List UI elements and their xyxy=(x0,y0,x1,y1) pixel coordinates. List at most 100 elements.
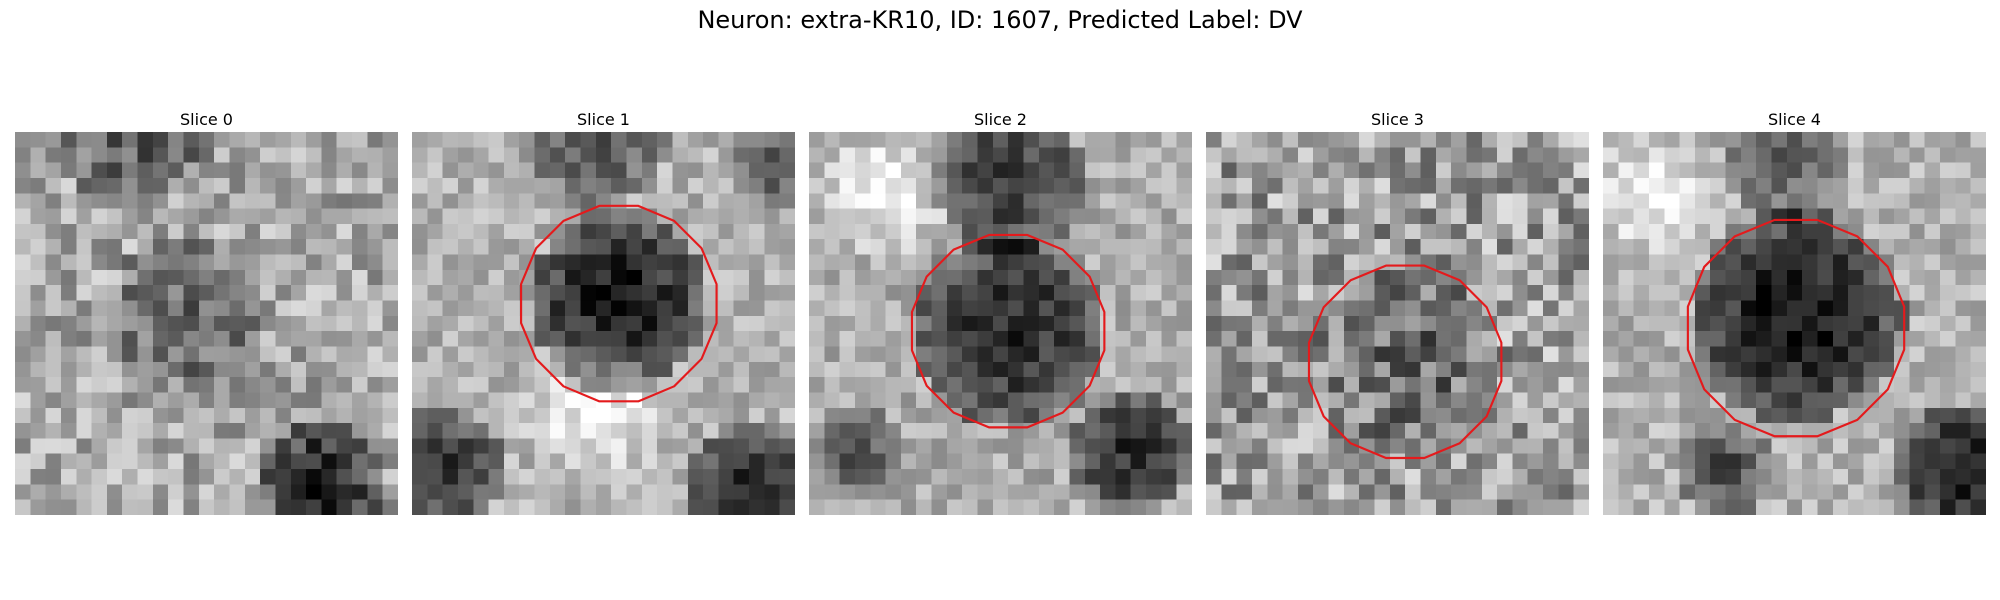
pixel xyxy=(1251,407,1268,424)
pixel xyxy=(1573,499,1589,515)
pixel xyxy=(1817,132,1834,148)
pixel xyxy=(657,331,673,347)
pixel xyxy=(275,407,292,424)
pixel xyxy=(1161,193,1177,209)
pixel xyxy=(1146,392,1162,409)
pixel xyxy=(1282,499,1299,515)
pixel xyxy=(352,361,368,378)
pixel xyxy=(352,407,368,424)
pixel xyxy=(580,132,597,148)
pixel xyxy=(260,361,276,378)
pixel xyxy=(900,177,917,194)
pixel xyxy=(229,162,246,179)
pixel xyxy=(1282,331,1299,347)
pixel xyxy=(306,346,322,363)
pixel xyxy=(1115,407,1132,424)
pixel xyxy=(137,132,154,148)
pixel xyxy=(275,377,292,393)
pixel xyxy=(1420,361,1437,378)
pixel xyxy=(15,331,31,347)
pixel xyxy=(946,453,963,470)
pixel xyxy=(703,193,719,209)
pixel xyxy=(229,346,246,363)
pixel xyxy=(1894,254,1910,271)
pixel xyxy=(1451,453,1467,470)
pixel xyxy=(641,438,658,455)
pixel xyxy=(1100,254,1116,271)
pixel xyxy=(1940,162,1956,179)
pixel xyxy=(657,315,673,332)
pixel xyxy=(1069,315,1086,332)
pixel xyxy=(687,193,704,209)
pixel xyxy=(1771,269,1788,286)
pixel xyxy=(764,193,780,209)
pixel xyxy=(1343,147,1360,163)
pixel xyxy=(1130,162,1147,179)
pixel xyxy=(1817,346,1834,363)
pixel xyxy=(457,484,474,500)
pixel xyxy=(809,132,825,148)
pixel xyxy=(1817,484,1834,500)
pixel xyxy=(1130,269,1147,286)
pixel xyxy=(1664,269,1680,286)
pixel xyxy=(457,346,474,363)
pixel xyxy=(1451,193,1467,209)
pixel xyxy=(30,208,46,225)
pixel xyxy=(442,285,459,301)
pixel xyxy=(1740,407,1757,424)
pixel xyxy=(519,469,535,485)
pixel xyxy=(962,484,978,500)
pixel xyxy=(76,423,92,439)
pixel xyxy=(1115,208,1132,225)
pixel xyxy=(1802,453,1818,470)
pixel xyxy=(946,193,963,209)
pixel xyxy=(1267,315,1283,332)
pixel xyxy=(137,484,154,500)
pixel xyxy=(1848,269,1864,286)
pixel xyxy=(473,331,489,347)
pixel xyxy=(1848,469,1864,485)
pixel xyxy=(657,269,673,286)
pixel xyxy=(1497,300,1513,317)
pixel xyxy=(122,285,138,301)
pixel xyxy=(779,407,795,424)
pixel xyxy=(1664,193,1680,209)
pixel xyxy=(900,269,917,286)
pixel xyxy=(503,484,520,500)
pixel xyxy=(962,499,978,515)
pixel xyxy=(1771,300,1788,317)
pixel xyxy=(1512,193,1529,209)
pixel xyxy=(1313,254,1329,271)
pixel xyxy=(229,223,246,240)
pixel xyxy=(1267,423,1283,439)
pixel xyxy=(1405,208,1421,225)
pixel xyxy=(1451,499,1467,515)
pixel xyxy=(1894,223,1910,240)
pixel xyxy=(1694,239,1711,255)
pixel xyxy=(1603,331,1619,347)
pixel xyxy=(214,147,230,163)
pixel xyxy=(519,423,535,439)
pixel xyxy=(91,147,108,163)
pixel xyxy=(1756,407,1772,424)
pixel xyxy=(76,193,92,209)
pixel xyxy=(1313,499,1329,515)
pixel xyxy=(1802,484,1818,500)
pixel xyxy=(931,407,948,424)
pixel xyxy=(1374,162,1391,179)
pixel xyxy=(824,331,840,347)
pixel xyxy=(749,331,765,347)
pixel xyxy=(1206,300,1222,317)
pixel xyxy=(962,331,978,347)
pixel xyxy=(1405,499,1421,515)
pixel xyxy=(549,269,566,286)
pixel xyxy=(244,438,261,455)
pixel xyxy=(1802,254,1818,271)
pixel xyxy=(442,361,459,378)
pixel xyxy=(992,346,1009,363)
pixel xyxy=(1389,377,1406,393)
pixel xyxy=(1267,162,1283,179)
pixel xyxy=(321,177,338,194)
pixel xyxy=(885,177,902,194)
pixel xyxy=(1328,162,1345,179)
